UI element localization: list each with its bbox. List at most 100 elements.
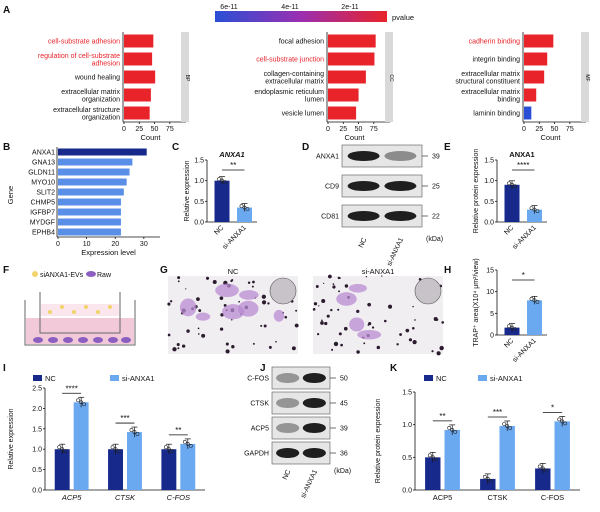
data-point <box>540 466 545 471</box>
micrograph-label: NC <box>228 267 239 276</box>
data-point <box>63 449 68 454</box>
stain-dot <box>197 333 200 335</box>
category-label: focal adhesion <box>279 39 324 46</box>
stain-dot <box>197 327 200 330</box>
bar-MF-1 <box>524 52 548 66</box>
kda-unit-label: (kDa) <box>426 236 443 243</box>
category-label: extracellular matrix <box>461 89 520 96</box>
x-tick-label: si-ANXA1 <box>512 224 538 250</box>
legend-swatch-nc <box>424 375 433 381</box>
bar-K-ACP5-si-ANXA1 <box>444 429 460 490</box>
data-point <box>427 453 432 458</box>
significance-mark: ** <box>230 161 236 170</box>
data-point <box>220 178 224 183</box>
stain-dot <box>172 347 177 352</box>
ev-dot <box>108 305 112 309</box>
bar-gene-5 <box>58 198 121 206</box>
bar-K-C-FOS-si-ANXA1 <box>554 421 570 490</box>
stain-dot <box>376 345 381 350</box>
legend-ev: siANXA1-EVs <box>40 272 84 279</box>
stain-dot <box>252 280 255 284</box>
stain-dot <box>344 284 349 288</box>
stain-dot <box>321 319 323 322</box>
stain-dot <box>337 308 340 311</box>
well-inset <box>269 277 297 305</box>
stain-dot <box>326 314 330 318</box>
category-label: endoplasmic reticulum <box>254 89 324 96</box>
x-tick-label: C-FOS <box>541 493 564 502</box>
data-point <box>450 427 455 432</box>
bar-H-si-ANXA1 <box>527 300 542 335</box>
x-tick-label: NC <box>503 337 515 349</box>
bar-BP-3 <box>124 88 151 102</box>
data-point <box>510 325 514 330</box>
y-tick-label: 10 <box>486 289 494 296</box>
transwell-insert <box>39 292 121 334</box>
category-label: collagen-containing <box>264 71 324 78</box>
stain-dot <box>230 318 233 321</box>
stain-dot <box>167 302 171 306</box>
bar-gene-0 <box>58 148 147 156</box>
category-label: structural constituent <box>455 78 520 85</box>
x-tick-label: 50 <box>151 126 159 133</box>
lane-label: NC <box>282 469 293 481</box>
x-tick-label: 50 <box>355 126 363 133</box>
y-tick-label: 0 <box>490 333 494 340</box>
stain-dot <box>177 280 180 283</box>
y-axis-label: Relative protein expression <box>473 149 480 234</box>
category-label: adhesion <box>92 60 121 67</box>
stain-dot <box>295 309 298 312</box>
stain-dot <box>320 321 324 325</box>
ev-dot <box>84 305 88 309</box>
stain-dot <box>330 308 333 312</box>
significance-mark: ** <box>439 412 445 421</box>
panel-letter-A: A <box>3 5 10 16</box>
bar-I-CTSK-NC <box>108 449 123 490</box>
blot-band <box>276 422 300 434</box>
y-tick-label: 1.0 <box>402 422 412 429</box>
x-tick-label: 0 <box>122 126 126 133</box>
blot-row-label: CTSK <box>250 401 269 408</box>
kda-label: 25 <box>432 184 440 191</box>
stain-dot <box>412 339 417 345</box>
colorbar-tick-label: 4e-11 <box>281 4 298 11</box>
blot-row-label: ANXA1 <box>316 154 339 161</box>
y-tick-label: 1.5 <box>194 158 204 165</box>
y-axis-label: TRAP⁺ area(X10⁴ μm²/view) <box>473 258 480 347</box>
x-tick-label: 0 <box>522 126 526 133</box>
y-tick-label: 0.0 <box>402 488 412 495</box>
raw-cell <box>121 337 131 343</box>
panel-letter-G: G <box>160 265 168 276</box>
stain-dot <box>219 296 224 301</box>
legend-label: si-ANXA1 <box>490 374 523 383</box>
chart-title: ANXA1 <box>509 150 534 159</box>
data-point <box>163 445 168 450</box>
x-tick-label: 25 <box>135 126 143 133</box>
stain-dot <box>318 305 320 307</box>
stain-dot <box>338 332 342 336</box>
gene-label: IGFBP7 <box>30 210 55 217</box>
bar-K-CTSK-si-ANXA1 <box>499 425 515 490</box>
stain-dot <box>338 290 341 293</box>
y-tick-label: 1.5 <box>32 426 42 433</box>
y-tick-label: 0.5 <box>402 455 412 462</box>
y-tick-label: 0.5 <box>32 467 42 474</box>
stain-dot <box>388 304 393 309</box>
x-tick-label: CTSK <box>115 493 136 502</box>
stain-dot <box>252 342 255 345</box>
colorbar-label: pvalue <box>392 13 414 22</box>
stain-dot <box>196 297 200 301</box>
colorbar-tick-label: 2e-11 <box>341 4 358 11</box>
stain-dot <box>412 326 415 330</box>
y-tick-label: 0.5 <box>194 199 204 206</box>
ev-dot <box>96 310 100 314</box>
kda-label: 39 <box>340 426 348 433</box>
blot-band <box>302 372 326 384</box>
gene-label: ANXA1 <box>32 150 55 157</box>
stain-dot <box>327 274 332 279</box>
y-tick-label: 1.0 <box>32 447 42 454</box>
category-label: vesicle lumen <box>282 111 325 118</box>
panel-letter-K: K <box>390 363 398 374</box>
data-point <box>543 468 548 473</box>
data-point <box>113 447 118 452</box>
